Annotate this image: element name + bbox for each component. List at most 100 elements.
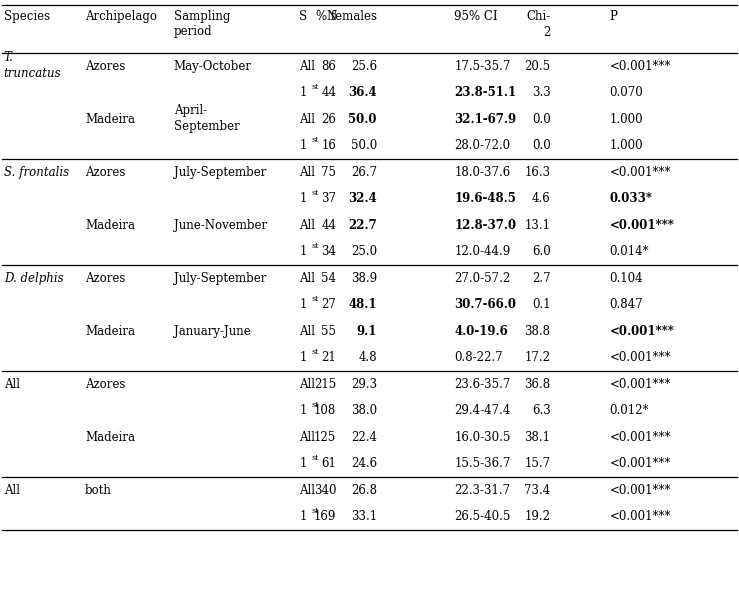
Text: 33.1: 33.1 xyxy=(351,510,377,523)
Text: <0.001***: <0.001*** xyxy=(610,377,671,391)
Text: 28.0-72.0: 28.0-72.0 xyxy=(454,139,511,152)
Text: 38.9: 38.9 xyxy=(351,272,377,285)
Text: <0.001***: <0.001*** xyxy=(610,431,671,444)
Text: 13.1: 13.1 xyxy=(525,219,551,232)
Text: 32.1-67.9: 32.1-67.9 xyxy=(454,113,517,126)
Text: 19.6-48.5: 19.6-48.5 xyxy=(454,192,517,205)
Text: T.
truncatus: T. truncatus xyxy=(4,51,61,79)
Text: 0.012*: 0.012* xyxy=(610,405,649,417)
Text: <0.001***: <0.001*** xyxy=(610,166,671,179)
Text: All: All xyxy=(299,324,316,338)
Text: 0.0: 0.0 xyxy=(532,139,551,152)
Text: <0.001***: <0.001*** xyxy=(610,458,671,470)
Text: <0.001***: <0.001*** xyxy=(610,60,671,73)
Text: June-November: June-November xyxy=(174,219,267,232)
Text: 29.3: 29.3 xyxy=(351,377,377,391)
Text: D. delphis: D. delphis xyxy=(4,272,64,285)
Text: <0.001***: <0.001*** xyxy=(610,324,675,338)
Text: 29.4-47.4: 29.4-47.4 xyxy=(454,405,511,417)
Text: % females: % females xyxy=(316,10,377,23)
Text: 16.3: 16.3 xyxy=(525,166,551,179)
Text: 1.000: 1.000 xyxy=(610,139,644,152)
Text: 44: 44 xyxy=(321,86,336,99)
Text: both: both xyxy=(85,484,112,497)
Text: 19.2: 19.2 xyxy=(525,510,551,523)
Text: 17.5-35.7: 17.5-35.7 xyxy=(454,60,511,73)
Text: 0.033*: 0.033* xyxy=(610,192,653,205)
Text: 12.0-44.9: 12.0-44.9 xyxy=(454,245,511,258)
Text: 36.4: 36.4 xyxy=(348,86,377,99)
Text: 55: 55 xyxy=(321,324,336,338)
Text: st: st xyxy=(311,295,319,303)
Text: All: All xyxy=(299,377,316,391)
Text: st: st xyxy=(311,83,319,91)
Text: Madeira: Madeira xyxy=(85,431,135,444)
Text: st: st xyxy=(311,189,319,197)
Text: 1: 1 xyxy=(299,245,307,258)
Text: 4.6: 4.6 xyxy=(532,192,551,205)
Text: 44: 44 xyxy=(321,219,336,232)
Text: 0.104: 0.104 xyxy=(610,272,644,285)
Text: 0.8-22.7: 0.8-22.7 xyxy=(454,351,503,364)
Text: All: All xyxy=(299,219,316,232)
Text: 32.4: 32.4 xyxy=(348,192,377,205)
Text: 16: 16 xyxy=(321,139,336,152)
Text: 25.0: 25.0 xyxy=(351,245,377,258)
Text: Azores: Azores xyxy=(85,166,126,179)
Text: 1: 1 xyxy=(299,86,307,99)
Text: 21: 21 xyxy=(321,351,336,364)
Text: 3.3: 3.3 xyxy=(532,86,551,99)
Text: 22.3-31.7: 22.3-31.7 xyxy=(454,484,511,497)
Text: All: All xyxy=(299,484,316,497)
Text: Archipelago: Archipelago xyxy=(85,10,157,23)
Text: 2.7: 2.7 xyxy=(532,272,551,285)
Text: 48.1: 48.1 xyxy=(348,298,377,311)
Text: 18.0-37.6: 18.0-37.6 xyxy=(454,166,511,179)
Text: All: All xyxy=(4,484,20,497)
Text: 1: 1 xyxy=(299,510,307,523)
Text: 34: 34 xyxy=(321,245,336,258)
Text: 26: 26 xyxy=(321,113,336,126)
Text: 26.7: 26.7 xyxy=(351,166,377,179)
Text: 37: 37 xyxy=(321,192,336,205)
Text: 4.8: 4.8 xyxy=(358,351,377,364)
Text: 4.0-19.6: 4.0-19.6 xyxy=(454,324,508,338)
Text: 36.8: 36.8 xyxy=(525,377,551,391)
Text: Madeira: Madeira xyxy=(85,219,135,232)
Text: 22.4: 22.4 xyxy=(351,431,377,444)
Text: 1: 1 xyxy=(299,192,307,205)
Text: 1: 1 xyxy=(299,405,307,417)
Text: Sampling
period: Sampling period xyxy=(174,10,230,39)
Text: May-October: May-October xyxy=(174,60,252,73)
Text: 16.0-30.5: 16.0-30.5 xyxy=(454,431,511,444)
Text: 27.0-57.2: 27.0-57.2 xyxy=(454,272,511,285)
Text: <0.001***: <0.001*** xyxy=(610,351,671,364)
Text: January-June: January-June xyxy=(174,324,251,338)
Text: 1.000: 1.000 xyxy=(610,113,644,126)
Text: 73.4: 73.4 xyxy=(524,484,551,497)
Text: 61: 61 xyxy=(321,458,336,470)
Text: 38.1: 38.1 xyxy=(525,431,551,444)
Text: 215: 215 xyxy=(314,377,336,391)
Text: 86: 86 xyxy=(321,60,336,73)
Text: 1: 1 xyxy=(299,458,307,470)
Text: 50.0: 50.0 xyxy=(350,139,377,152)
Text: 6.0: 6.0 xyxy=(532,245,551,258)
Text: 1: 1 xyxy=(299,351,307,364)
Text: Madeira: Madeira xyxy=(85,324,135,338)
Text: All: All xyxy=(299,60,316,73)
Text: 23.6-35.7: 23.6-35.7 xyxy=(454,377,511,391)
Text: 12.8-37.0: 12.8-37.0 xyxy=(454,219,517,232)
Text: 27: 27 xyxy=(321,298,336,311)
Text: N: N xyxy=(326,10,336,23)
Text: 54: 54 xyxy=(321,272,336,285)
Text: 95% CI: 95% CI xyxy=(454,10,498,23)
Text: All: All xyxy=(299,272,316,285)
Text: 38.8: 38.8 xyxy=(525,324,551,338)
Text: 125: 125 xyxy=(314,431,336,444)
Text: 23.8-51.1: 23.8-51.1 xyxy=(454,86,517,99)
Text: <0.001***: <0.001*** xyxy=(610,219,675,232)
Text: 24.6: 24.6 xyxy=(351,458,377,470)
Text: 15.5-36.7: 15.5-36.7 xyxy=(454,458,511,470)
Text: st: st xyxy=(311,454,319,462)
